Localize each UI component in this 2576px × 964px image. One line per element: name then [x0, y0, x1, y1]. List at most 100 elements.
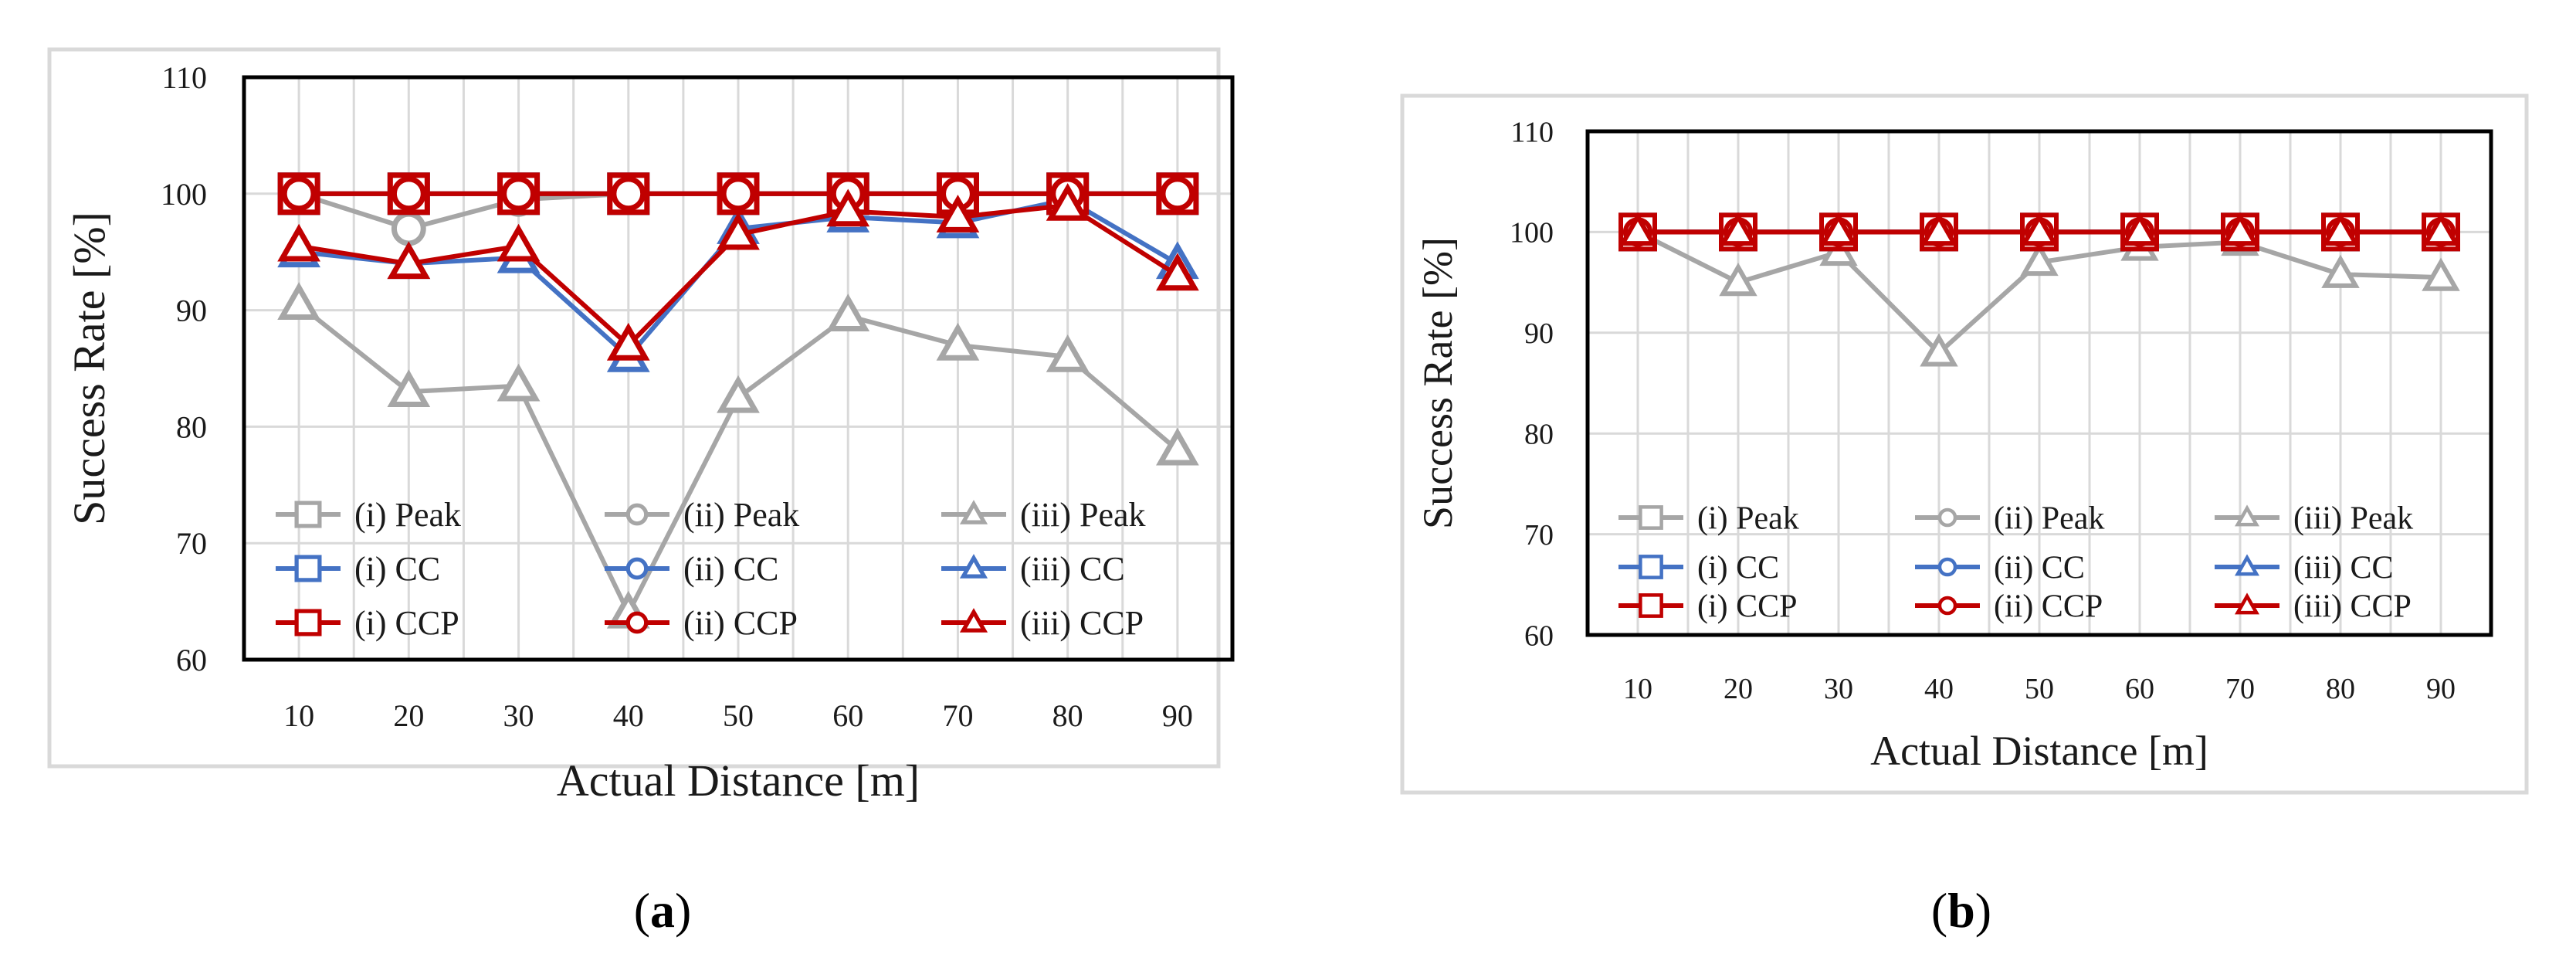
x-tick-label: 90	[1162, 698, 1193, 733]
data-point	[1160, 176, 1195, 212]
legend-swatch-marker	[959, 554, 988, 579]
legend-swatch-marker	[294, 609, 322, 636]
x-tick-label: 60	[832, 698, 863, 733]
data-point	[1719, 212, 1757, 246]
legend-label: (i) CCP	[1697, 589, 1798, 624]
legend-label: (iii) CC	[2293, 550, 2394, 586]
data-point	[720, 176, 756, 212]
legend-swatch-marker	[1639, 505, 1663, 530]
data-point	[387, 369, 431, 408]
legend-swatch-marker	[294, 555, 322, 582]
legend-item: (iii) Peak	[941, 496, 1146, 534]
legend-swatch-marker	[1937, 596, 1957, 616]
legend: (i) Peak (ii) Peak (iii) Peak (i) CC (ii) CC…	[1618, 501, 2413, 624]
data-point	[606, 322, 650, 361]
y-tick-label: 110	[161, 60, 207, 95]
data-point	[717, 212, 760, 250]
series-ii-ccp	[281, 176, 1195, 212]
data-point	[936, 322, 980, 361]
legend-swatch-marker	[1937, 507, 1957, 528]
legend-label: (ii) CCP	[683, 604, 798, 642]
data-point	[2422, 257, 2460, 291]
data-point	[1819, 212, 1858, 246]
legend-swatch-marker	[294, 501, 322, 528]
legend-item: (ii) Peak	[605, 496, 799, 534]
legend-label: (ii) Peak	[1994, 501, 2104, 536]
data-point	[1920, 333, 1958, 367]
data-point	[1719, 263, 1757, 297]
legend-swatch-marker	[959, 500, 988, 524]
legend-label: (iii) CCP	[1020, 604, 1144, 642]
legend-swatch-marker	[1639, 555, 1663, 579]
chart-frame	[1400, 93, 2529, 795]
data-point	[2020, 242, 2059, 277]
x-axis-title: Actual Distance [m]	[1870, 728, 2208, 774]
data-point	[391, 176, 426, 212]
legend-item: (iii) CC	[2215, 550, 2394, 586]
legend-label: (i) CC	[354, 550, 440, 588]
data-point	[391, 211, 426, 246]
y-tick-label: 70	[176, 526, 207, 561]
data-point	[2321, 254, 2360, 288]
legend-item: (ii) CCP	[605, 604, 798, 642]
series-iii-ccp	[277, 182, 1199, 361]
data-point	[281, 176, 317, 212]
chart-panel-a: 60 70 80 90 100 110 10 20 30 40 50 60 70 80 90 Actual D…	[47, 47, 1235, 938]
legend-label: (ii) Peak	[683, 496, 799, 534]
x-tick-label: 40	[1924, 673, 1954, 705]
legend-item: (ii) CCP	[1915, 589, 2103, 624]
x-tick-label: 10	[1623, 673, 1652, 705]
x-tick-label: 20	[393, 698, 424, 733]
x-tick-label: 20	[1724, 673, 1753, 705]
data-point	[1046, 334, 1090, 372]
data-point	[611, 176, 646, 212]
data-point	[1156, 253, 1199, 291]
legend-item: (ii) CC	[1915, 550, 2085, 586]
legend-label: (ii) CC	[1994, 550, 2085, 586]
x-tick-label: 90	[2426, 673, 2456, 705]
legend-label: (iii) CC	[1020, 550, 1125, 588]
data-point	[826, 294, 870, 332]
legend-label: (ii) CCP	[1994, 589, 2103, 624]
y-tick-label: 110	[1510, 116, 1554, 148]
legend-label: (ii) CC	[683, 550, 778, 588]
legend-swatch-marker	[1937, 557, 1957, 577]
y-tick-label: 100	[1510, 217, 1554, 249]
data-point	[2422, 212, 2460, 246]
legend-label: (iii) CCP	[2293, 589, 2412, 624]
y-tick-label: 80	[176, 409, 207, 444]
data-point	[277, 282, 320, 320]
y-axis-title: Success Rate [%]	[64, 212, 114, 525]
data-point	[826, 188, 870, 227]
x-tick-label: 40	[613, 698, 644, 733]
x-tick-label: 80	[1052, 698, 1083, 733]
data-point	[387, 241, 431, 280]
legend-item: (i) Peak	[1618, 501, 1799, 536]
y-tick-label: 70	[1524, 519, 1554, 552]
data-point	[1046, 182, 1090, 221]
data-point	[277, 223, 320, 262]
legend-swatch-marker	[625, 503, 649, 526]
y-tick-label: 90	[176, 294, 207, 328]
legend-item: (ii) CC	[605, 550, 778, 588]
y-tick-label: 60	[176, 643, 207, 677]
plot-area	[1585, 129, 2493, 637]
legend-item: (i) CC	[276, 550, 440, 588]
plot-area	[242, 75, 1235, 662]
legend-item: (iii) CCP	[2215, 589, 2412, 624]
legend-item: (iii) CC	[941, 550, 1125, 588]
legend-label: (i) CCP	[354, 604, 459, 642]
legend-item: (i) CCP	[276, 604, 459, 642]
legend-label: (iii) Peak	[2293, 501, 2413, 536]
legend-swatch-marker	[959, 608, 988, 633]
x-tick-label: 50	[2025, 673, 2054, 705]
series-iii-ccp	[1618, 212, 2460, 246]
data-point	[2120, 212, 2159, 246]
legend-item: (i) Peak	[276, 496, 461, 534]
x-tick-label: 10	[283, 698, 314, 733]
legend-item: (iii) CCP	[941, 604, 1144, 642]
legend-swatch-marker	[2235, 592, 2259, 615]
y-tick-label: 100	[161, 177, 207, 212]
y-tick-label: 90	[1524, 317, 1554, 350]
